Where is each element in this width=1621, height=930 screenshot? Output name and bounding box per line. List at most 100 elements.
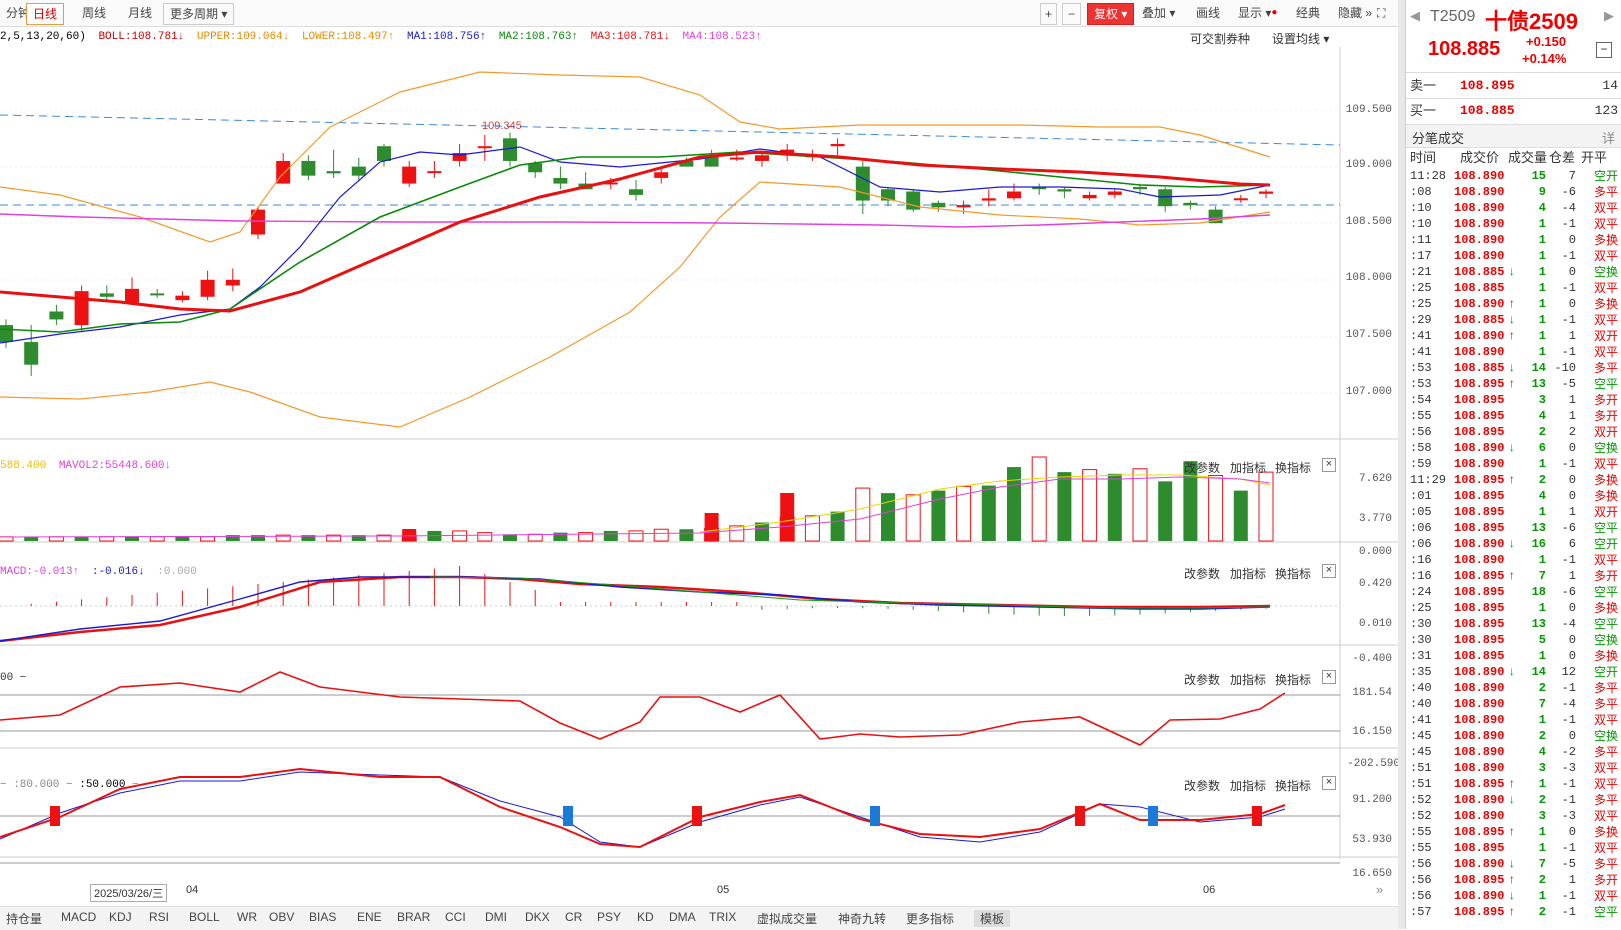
indicator-tab[interactable]: BIAS — [309, 910, 337, 924]
change-params-button[interactable]: 改参数 — [1184, 567, 1221, 581]
hide-button[interactable]: 隐藏 » — [1338, 6, 1373, 20]
trade-type: 空开 — [1593, 665, 1618, 679]
scroll-right-icon[interactable]: » — [1376, 882, 1384, 897]
display-button[interactable]: 显示 ▾● — [1238, 6, 1278, 20]
volume-bar — [1057, 472, 1072, 541]
change-params-button[interactable]: 改参数 — [1184, 673, 1221, 687]
trade-row: :40 108.890 7 -4 多平 — [1406, 696, 1621, 712]
trade-type: 双平 — [1593, 281, 1618, 295]
close-icon[interactable]: × — [1322, 458, 1336, 472]
zoom-in-button[interactable]: + — [1040, 3, 1058, 25]
close-icon[interactable]: × — [1322, 670, 1336, 684]
trade-vol: 2 — [1538, 905, 1546, 919]
trade-vol: 7 — [1538, 569, 1546, 583]
indicator-tab[interactable]: WR — [237, 910, 257, 924]
indicator-tab[interactable]: DMA — [669, 910, 696, 924]
indicator-tab[interactable]: BOLL — [189, 910, 220, 924]
swap-indicator-button[interactable]: 换指标 — [1275, 567, 1312, 581]
indicator-tab[interactable]: ENE — [357, 910, 382, 924]
add-indicator-button[interactable]: 加指标 — [1230, 567, 1267, 581]
axis-label: 16.650 — [1352, 868, 1392, 880]
collapse-icon[interactable]: − — [1596, 42, 1612, 58]
indicator-tab[interactable]: 模板 — [974, 910, 1011, 927]
trade-price: 108.890 — [1454, 345, 1505, 359]
trade-row: :55 108.895 ↑ 1 0 多换 — [1406, 824, 1621, 840]
ma4-value: MA4:108.523 — [682, 31, 756, 43]
prev-contract-icon[interactable]: ◀ — [1410, 8, 1420, 23]
indicator-tab[interactable]: KD — [637, 910, 654, 924]
indicator-tab[interactable]: 更多指标 — [906, 912, 955, 926]
candle-body — [49, 311, 64, 320]
trade-time: :55 — [1410, 841, 1432, 855]
swap-indicator-button[interactable]: 换指标 — [1275, 673, 1312, 687]
classic-button[interactable]: 经典 — [1296, 6, 1321, 20]
volume-bar — [881, 493, 895, 541]
tab-monthly[interactable]: 月线 — [128, 6, 153, 20]
trade-vol: 7 — [1538, 857, 1546, 871]
convertible-button[interactable]: 可交割券种 — [1190, 32, 1251, 46]
trades-columns: 时间 成交价 成交量 仓差 开平 — [1406, 150, 1621, 166]
trade-price: 108.890 — [1454, 745, 1505, 759]
indicator-tab[interactable]: 持仓量 — [6, 912, 43, 926]
trade-oi: -1 — [1561, 345, 1576, 359]
swap-indicator-button[interactable]: 换指标 — [1275, 461, 1312, 475]
dif-value: :-0.016 — [91, 566, 139, 578]
tab-more-period[interactable]: 更多周期 ▾ — [163, 3, 235, 25]
contract-name: 十债2509 — [1485, 9, 1578, 34]
zoom-out-button[interactable]: − — [1062, 3, 1082, 25]
add-indicator-button[interactable]: 加指标 — [1230, 673, 1267, 687]
trade-time: :56 — [1410, 425, 1432, 439]
overlay-button[interactable]: 叠加 ▾ — [1142, 6, 1176, 20]
trades-list[interactable]: 11:28 108.890 15 7 空开:08 108.890 9 -6 多平:10 108.8… — [1406, 168, 1621, 929]
add-indicator-button[interactable]: 加指标 — [1230, 779, 1267, 793]
candle-body — [654, 172, 669, 178]
fullscreen-icon[interactable]: ⛶ — [1377, 6, 1386, 20]
close-icon[interactable]: × — [1322, 564, 1336, 578]
indicator-tab[interactable]: CR — [565, 910, 583, 924]
volume-bar — [1107, 473, 1122, 541]
cci-line — [0, 671, 1286, 746]
ma-setting-button[interactable]: 设置均线 ▾ — [1272, 32, 1330, 46]
next-contract-icon[interactable]: ▶ — [1604, 8, 1614, 23]
trade-row: :41 108.890 ↑ 1 1 双开 — [1406, 328, 1621, 344]
trade-type: 双平 — [1593, 553, 1618, 567]
indicator-tab[interactable]: 神奇九转 — [838, 912, 887, 926]
tab-minute[interactable]: 分钟 — [6, 6, 31, 20]
close-icon[interactable]: × — [1322, 776, 1336, 790]
indicator-tab[interactable]: DKX — [525, 910, 550, 924]
indicator-tab[interactable]: 虚拟成交量 — [757, 912, 818, 926]
axis-label: 107.000 — [1345, 386, 1392, 398]
indicator-tab[interactable]: OBV — [269, 910, 295, 924]
change-params-button[interactable]: 改参数 — [1184, 461, 1221, 475]
indicator-tab[interactable]: DMI — [485, 910, 507, 924]
splitter[interactable] — [1398, 0, 1405, 929]
trade-vol: 1 — [1538, 777, 1546, 791]
trade-type: 多开 — [1593, 409, 1618, 423]
trade-oi: 0 — [1568, 649, 1576, 663]
kdj-chart — [0, 767, 1340, 864]
sell1-vol: 14 — [1602, 78, 1618, 93]
indicator-tab[interactable]: TRIX — [709, 910, 737, 924]
chart-toolbar: 分钟 日线 周线 月线 更多周期 ▾ + − 复权 ▾ 叠加 ▾ 画线 显示 ▾… — [0, 0, 1398, 27]
adjust-button[interactable]: 复权 ▾ — [1087, 3, 1135, 25]
axis-label: 7.620 — [1358, 473, 1392, 485]
volume-bar — [527, 533, 543, 542]
indicator-tab[interactable]: RSI — [149, 910, 170, 924]
indicator-tab[interactable]: CCI — [445, 910, 466, 924]
detail-button[interactable]: 详 — [1602, 131, 1616, 146]
trade-price: 108.890 — [1454, 169, 1505, 183]
indicator-tab[interactable]: PSY — [597, 910, 622, 924]
tab-weekly[interactable]: 周线 — [82, 6, 107, 20]
draw-button[interactable]: 画线 — [1196, 6, 1221, 20]
indicator-tab[interactable]: BRAR — [397, 910, 431, 924]
indicator-tab[interactable]: KDJ — [109, 910, 132, 924]
tab-daily[interactable]: 日线 — [26, 3, 65, 25]
indicator-tab[interactable]: MACD — [61, 910, 97, 924]
chart-canvas[interactable] — [0, 47, 1398, 906]
trade-vol: 6 — [1538, 441, 1546, 455]
trade-vol: 3 — [1538, 809, 1546, 823]
change-params-button[interactable]: 改参数 — [1184, 779, 1221, 793]
swap-indicator-button[interactable]: 换指标 — [1275, 779, 1312, 793]
trade-type: 双平 — [1593, 249, 1618, 263]
add-indicator-button[interactable]: 加指标 — [1230, 461, 1267, 475]
